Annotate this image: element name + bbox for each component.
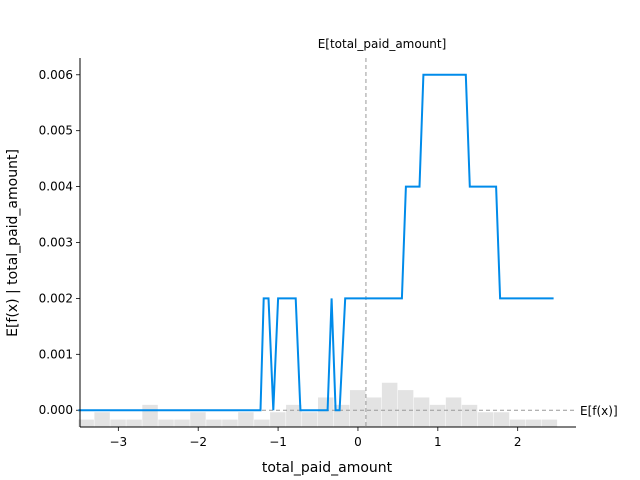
histogram-bar (190, 412, 206, 427)
histogram-bar (541, 419, 558, 427)
histogram-bar (365, 397, 382, 427)
histogram-bar (413, 397, 430, 427)
y-tick-label: 0.005 (39, 124, 73, 138)
histogram-bar (318, 397, 334, 427)
y-tick-label: 0.001 (39, 347, 73, 361)
histogram-bar (429, 404, 446, 427)
y-tick-label: 0.002 (39, 291, 73, 305)
expected-y-label: E[f(x)] (580, 404, 618, 418)
x-tick-label: −2 (189, 435, 207, 449)
x-tick-label: −1 (269, 435, 287, 449)
histogram-bar (525, 419, 542, 427)
y-tick-label: 0.004 (39, 180, 73, 194)
histogram-bar (94, 412, 110, 427)
y-axis-title: E[f(x) | total_paid_amount] (5, 149, 21, 337)
series-polyline (78, 73, 554, 412)
axes-spines (79, 58, 576, 428)
histogram-bar (302, 412, 318, 427)
histogram-bar (270, 412, 286, 427)
series-line (78, 73, 554, 412)
histogram-bar (238, 412, 254, 427)
x-axis-title: total_paid_amount (262, 460, 393, 476)
histogram-bar (254, 419, 270, 427)
histogram-bar (206, 419, 222, 427)
histogram-bar (158, 419, 174, 427)
x-tick-label: 1 (434, 435, 442, 449)
histogram-bar (445, 397, 462, 427)
x-axis: −3 −2 −1 0 1 2 (109, 427, 522, 449)
histogram-bar (509, 419, 526, 427)
expected-x-label: E[total_paid_amount] (318, 37, 447, 51)
histogram-bar (349, 390, 366, 427)
y-tick-label: 0.000 (39, 403, 73, 417)
histogram-bar (477, 412, 494, 427)
x-tick-label: 2 (514, 435, 522, 449)
y-axis: 0.000 0.001 0.002 0.003 0.004 0.005 0.006 (39, 68, 80, 417)
histogram-bar (142, 404, 158, 427)
histogram-bar (174, 419, 190, 427)
y-tick-label: 0.003 (39, 236, 73, 250)
histogram-bar (286, 404, 302, 427)
histogram-bar (222, 419, 238, 427)
x-tick-label: 0 (354, 435, 362, 449)
histogram-bar (397, 390, 414, 427)
histogram-bar (381, 382, 398, 427)
histogram (78, 382, 558, 427)
histogram-bar (110, 419, 126, 427)
histogram-bar (126, 419, 142, 427)
histogram-bar (461, 404, 478, 427)
y-tick-label: 0.006 (39, 68, 73, 82)
histogram-bar (493, 412, 510, 427)
histogram-bar (78, 419, 94, 427)
x-tick-label: −3 (109, 435, 127, 449)
